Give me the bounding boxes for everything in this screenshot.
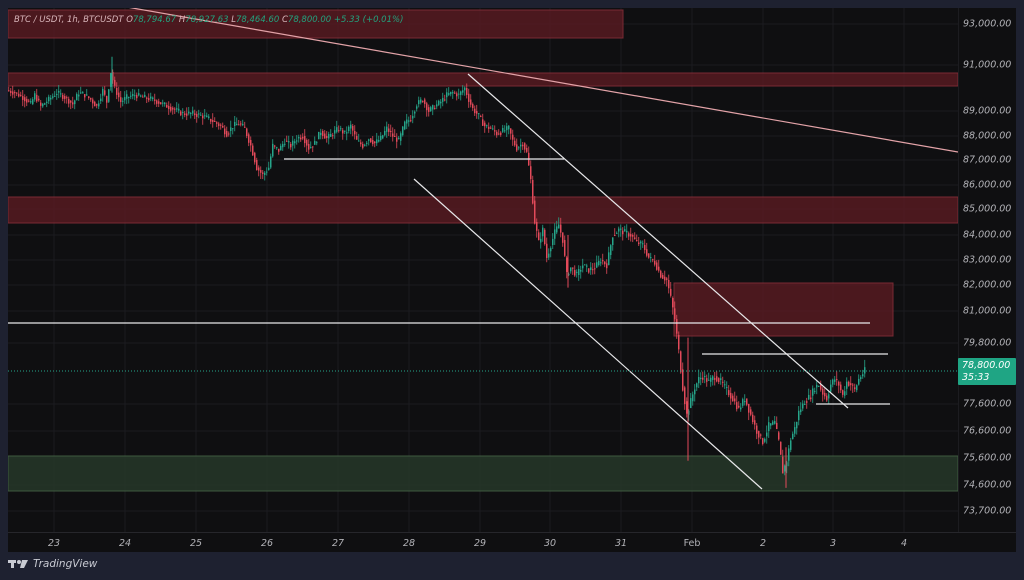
current-price-value: 78,800.00	[962, 360, 1011, 371]
price-tick-label: 93,000.00	[963, 18, 1012, 30]
drawn-line[interactable]	[413, 178, 763, 490]
chart-frame: BTC / USDT, 1h, BTCUSDT O78,794.67 H78,9…	[8, 8, 1016, 552]
time-tick-label: 31	[614, 538, 628, 549]
price-tick-label: 83,000.00	[963, 254, 1012, 266]
resistance-zone[interactable]	[673, 282, 894, 337]
price-tick-label: 87,000.00	[963, 154, 1012, 166]
resistance-zone[interactable]	[8, 9, 624, 39]
ohlc-legend: BTC / USDT, 1h, BTCUSDT O78,794.67 H78,9…	[14, 15, 404, 25]
price-tick-label: 74,600.00	[963, 479, 1012, 491]
support-zone[interactable]	[8, 455, 958, 492]
change-value: +5.33 (+0.01%)	[333, 15, 404, 25]
time-tick-label: 2	[759, 538, 767, 549]
chart-plot-area[interactable]: BTC / USDT, 1h, BTCUSDT O78,794.67 H78,9…	[8, 8, 958, 532]
low-value: 78,464.60	[236, 15, 280, 25]
price-tick-label: 81,000.00	[963, 305, 1012, 317]
symbol-label: BTC / USDT, 1h, BTCUSDT	[14, 15, 124, 25]
price-tick-label: 84,000.00	[963, 229, 1012, 241]
drawn-line[interactable]	[467, 73, 849, 409]
resistance-zone[interactable]	[8, 72, 958, 87]
time-tick-label: 28	[402, 538, 416, 549]
current-price-tag: 78,800.00 35:33	[958, 358, 1016, 385]
time-tick-label: Feb	[683, 538, 701, 549]
time-tick-label: 4	[900, 538, 908, 549]
price-tick-label: 85,000.00	[963, 203, 1012, 215]
price-tick-label: 79,800.00	[963, 337, 1012, 349]
price-tick-label: 89,000.00	[963, 105, 1012, 117]
price-tick-label: 77,600.00	[963, 398, 1012, 410]
time-tick-label: 30	[543, 538, 557, 549]
price-tick-label: 82,000.00	[963, 279, 1012, 291]
time-tick-label: 29	[473, 538, 487, 549]
price-tick-label: 91,000.00	[963, 59, 1012, 71]
price-tick-label: 86,000.00	[963, 179, 1012, 191]
time-tick-label: 23	[47, 538, 61, 549]
candlestick-chart	[8, 8, 958, 532]
time-axis[interactable]: 23 24 25 26 27 28 29 30 31 Feb 2 3 4	[8, 532, 1016, 553]
price-tick-label: 73,700.00	[963, 505, 1012, 517]
high-value: 78,927.63	[185, 15, 229, 25]
time-tick-label: 24	[118, 538, 132, 549]
tradingview-wordmark: TradingView	[33, 558, 98, 570]
price-tick-label: 88,000.00	[963, 130, 1012, 142]
price-tick-label: 75,600.00	[963, 452, 1012, 464]
candle-countdown: 35:33	[962, 372, 990, 383]
open-value: 78,794.67	[132, 15, 177, 25]
time-tick-label: 27	[331, 538, 345, 549]
time-tick-label: 3	[829, 538, 837, 549]
branding[interactable]: TradingView	[8, 558, 97, 570]
price-tick-label: 76,600.00	[963, 425, 1012, 437]
time-tick-label: 26	[260, 538, 274, 549]
time-tick-label: 25	[189, 538, 203, 549]
price-axis[interactable]: 93,000.00 91,000.00 89,000.00 88,000.00 87,0…	[958, 8, 1017, 532]
trendline[interactable]	[98, 8, 958, 153]
close-value: 78,800.00	[287, 15, 332, 25]
tradingview-logo-icon	[8, 560, 28, 568]
candles	[8, 56, 866, 488]
resistance-zone[interactable]	[8, 196, 958, 224]
